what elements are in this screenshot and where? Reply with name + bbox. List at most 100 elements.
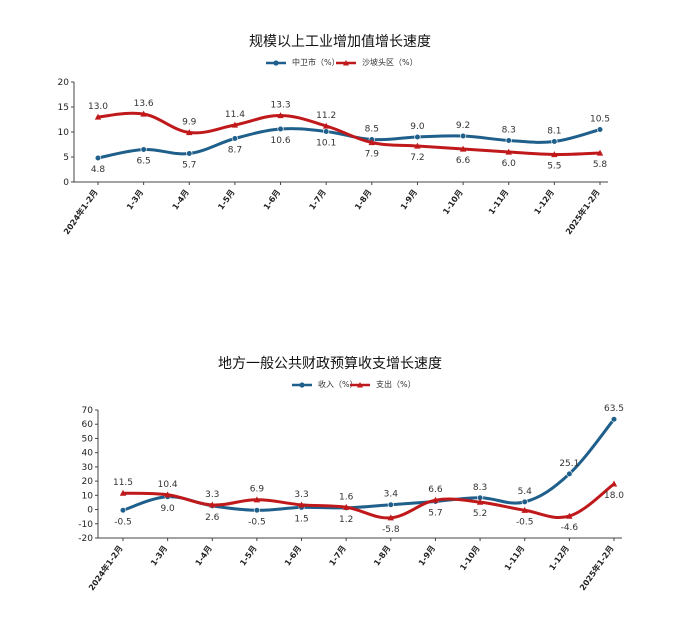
chart2-x-tick-label: 1-9月 (417, 544, 437, 568)
chart1-series-2-point (505, 148, 512, 155)
chart2-series-1-data-label: 2.6 (205, 513, 220, 523)
chart2-series-1-data-label: 25.1 (559, 459, 579, 469)
chart2-y-tick-label: 70 (82, 406, 94, 416)
chart2-series-2-point (610, 480, 618, 487)
chart2-series-2-data-label: -0.5 (516, 517, 534, 527)
chart2-series-2-data-label: 3.3 (294, 490, 308, 500)
chart2-series-1-point (521, 498, 528, 505)
chart2-x-tick-label: 1-6月 (283, 544, 303, 568)
chart2-y-tick-label: 10 (82, 491, 94, 501)
chart1-series-2-data-label: 13.6 (134, 99, 154, 109)
chart2-series-1-point (566, 470, 573, 477)
chart2-series-2-point (476, 498, 484, 505)
chart1-x-tick-label: 1-7月 (308, 188, 328, 212)
chart2-title: 地方一般公共财政预算收支增长速度 (218, 356, 442, 372)
chart1-y-tick-label: 10 (58, 128, 70, 138)
chart2-legend-label-2: 支出（%） (376, 379, 416, 389)
chart2-y-tick-label: -10 (78, 520, 93, 530)
chart2-series-1-data-label: 9.0 (160, 504, 175, 514)
chart1-x-tick-label: 1-6月 (262, 188, 282, 212)
chart2-series-1-data-label: 8.3 (473, 483, 487, 493)
chart1-series-2-data-label: 6.6 (456, 156, 471, 166)
chart1-series-1-point (505, 137, 512, 144)
chart1-y-tick-label: 5 (63, 153, 69, 163)
chart2-series-2-data-label: 6.9 (250, 485, 265, 495)
chart1-x-tick-label: 1-12月 (533, 188, 556, 216)
chart1-series-1-point (231, 135, 239, 142)
chart1-series-2-data-label: 6.0 (502, 159, 517, 169)
chart2-y-tick-label: 30 (82, 463, 94, 473)
chart1-series-2-data-label: 13.0 (88, 102, 108, 112)
chart1-series-1-data-label: 8.1 (547, 127, 561, 137)
chart1-series-2-data-label: 9.9 (182, 118, 197, 128)
chart1-series-1-data-label: 10.6 (271, 136, 291, 146)
chart2-x-tick-label: 1-12月 (548, 544, 571, 572)
chart2-series-2-point (387, 514, 395, 521)
chart2-x-tick-label: 1-5月 (238, 544, 258, 568)
chart1-series-1-data-label: 8.3 (502, 126, 516, 136)
chart1-series-2-point (459, 145, 467, 152)
chart1-legend-label-1: 中卫市（%） (292, 57, 340, 67)
chart2-series-1-data-label: 5.4 (518, 487, 533, 497)
chart1-series-1-point (186, 150, 193, 157)
chart1-x-tick-label: 1-9月 (399, 188, 419, 212)
chart1-x-tick-label: 2025年1-2月 (563, 187, 601, 236)
chart2-y-tick-label: 40 (82, 449, 94, 459)
chart1-series-2-data-label: 11.2 (316, 111, 336, 121)
chart2-series-1-data-label: 63.5 (604, 404, 624, 414)
chart2-series-2-line (121, 482, 616, 520)
chart1-series-2-point (186, 129, 193, 136)
chart1-series-1-data-label: 9.2 (456, 121, 470, 131)
chart2-series-1-data-label: 3.4 (384, 490, 399, 500)
chart2-series-2-point (521, 506, 528, 513)
chart1-legend-marker-1 (273, 60, 279, 66)
chart1-series-1-point (94, 154, 102, 162)
chart2-x-tick-label: 1-3月 (149, 544, 169, 568)
chart1-x-tick-label: 1-3月 (125, 188, 145, 212)
chart1-x-tick-label: 1-4月 (171, 188, 191, 212)
chart2-y-tick-label: -20 (78, 534, 93, 544)
chart1-series-2-point (368, 139, 376, 146)
chart2-series-2-data-label: 11.5 (113, 478, 133, 488)
chart2-series-2-point (566, 512, 573, 519)
chart2-x-tick-label: 1-7月 (328, 544, 348, 568)
chart1-series-2-point (596, 149, 604, 156)
chart1-legend-marker-2 (343, 60, 349, 66)
chart2-series-2-point (298, 501, 305, 508)
chart2-x-tick-label: 2024年1-2月 (86, 543, 124, 592)
chart2-series-1-line (121, 417, 616, 512)
chart1-x-tick-label: 1-11月 (487, 188, 510, 216)
chart1-series-2-point (94, 113, 102, 120)
chart2-series-1-point (253, 507, 261, 514)
chart1-series-2-point (322, 122, 330, 129)
chart1-y-tick-label: 20 (58, 78, 70, 88)
chart1-series-2-data-label: 7.2 (410, 153, 424, 163)
chart1-series-1-point (459, 132, 467, 140)
chart2-legend-label-1: 收入（%） (318, 379, 358, 389)
chart2-series-2-data-label: 1.6 (339, 492, 354, 502)
chart1-series-1-data-label: 9.0 (410, 122, 425, 132)
chart2-y-tick-label: 50 (82, 434, 94, 444)
chart2-series-2-data-label: -4.6 (561, 523, 579, 533)
chart1-series-2-point (231, 121, 239, 128)
chart2-series-2-point (253, 496, 261, 503)
chart1-legend-label-2: 沙坡头区（%） (362, 57, 418, 67)
chart2-series-2-point (164, 491, 171, 498)
chart1-series-2-point (551, 151, 558, 158)
chart2-series-2-point (209, 501, 216, 508)
chart2-series-2-point (342, 503, 350, 510)
chart1-series-1-data-label: 5.7 (182, 161, 196, 171)
chart2-series-1-data-label: 1.2 (339, 515, 353, 525)
chart1-series-2-data-label: 5.8 (593, 160, 608, 170)
chart1-x-tick-label: 1-8月 (353, 188, 373, 212)
chart1-x-tick-label: 2024年1-2月 (61, 187, 99, 236)
chart2-series-1-data-label: 1.5 (294, 514, 308, 524)
chart2-y-tick-label: 20 (82, 477, 94, 487)
chart2-legend-marker-2 (357, 382, 363, 388)
chart2-series-2-point (432, 496, 439, 503)
chart1-y-tick-label: 15 (58, 103, 69, 113)
chart1-series-1-data-label: 4.8 (91, 165, 106, 175)
chart1-series-2-data-label: 13.3 (271, 101, 291, 111)
chart2-series-2-data-label: 3.3 (205, 490, 219, 500)
